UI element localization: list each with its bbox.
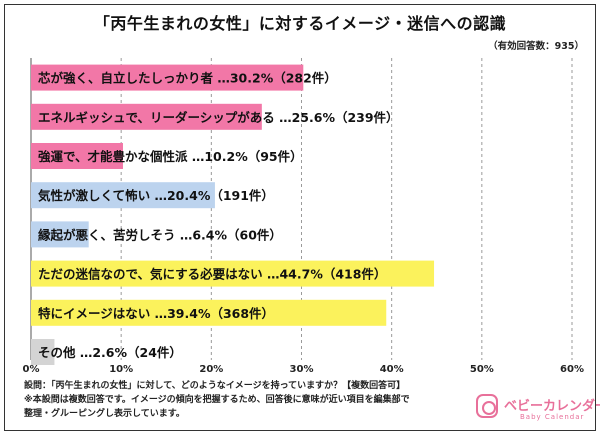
brand-subtitle: Baby Calendar — [520, 413, 585, 421]
bar — [31, 339, 55, 365]
x-tick-label: 0% — [23, 364, 40, 375]
bar — [31, 260, 435, 287]
bar — [31, 299, 387, 326]
bar — [31, 103, 262, 130]
brand-name: ベビーカレンダー — [504, 399, 600, 414]
bar — [31, 143, 123, 169]
bar — [31, 182, 215, 209]
bar-label: エネルギッシュで、リーダーシップがある …25.6%（239件） — [38, 110, 399, 125]
x-tick-label: 40% — [380, 364, 404, 375]
x-tick-label: 30% — [290, 364, 314, 375]
bar-label: 気性が激しくて怖い …20.4%（191件） — [38, 188, 274, 203]
x-tick-label: 10% — [109, 364, 133, 375]
x-tick-label: 60% — [560, 364, 584, 375]
footnote-line-2: 整理・グルーピングし表示しています。 — [24, 409, 185, 419]
x-tick-label: 20% — [199, 364, 223, 375]
footnote-line-1: ※本設問は複数回答です。イメージの傾向を把握するため、回答後に意味が近い項目を編… — [24, 395, 410, 405]
brand-logo: ベビーカレンダー Baby Calendar — [476, 392, 600, 428]
bar-label: 縁起が悪く、苦労しそう …6.4%（60件） — [38, 227, 282, 242]
sample-size-note: （有効回答数：935） — [488, 41, 584, 52]
question-note: 設問：「丙午生まれの女性」に対して、どのようなイメージを持っていますか？【複数回… — [24, 381, 406, 391]
x-tick-label: 50% — [470, 364, 494, 375]
bar — [31, 64, 304, 91]
baby-calendar-icon — [476, 394, 498, 418]
bar-label: 強運で、才能豊かな個性派 …10.2%（95件） — [38, 149, 303, 164]
bar — [31, 221, 89, 248]
bar-label: 特にイメージはない …39.4%（368件） — [38, 306, 274, 321]
chart-title: 「丙午生まれの女性」に対するイメージ・迷信への認識 — [93, 14, 507, 33]
bar-label: その他 …2.6%（24件） — [38, 345, 182, 360]
bar-label: ただの迷信なので、気にする必要はない …44.7%（418件） — [38, 267, 386, 282]
bar-label: 芯が強く、自立したしっかり者 …30.2%（282件） — [38, 71, 337, 86]
